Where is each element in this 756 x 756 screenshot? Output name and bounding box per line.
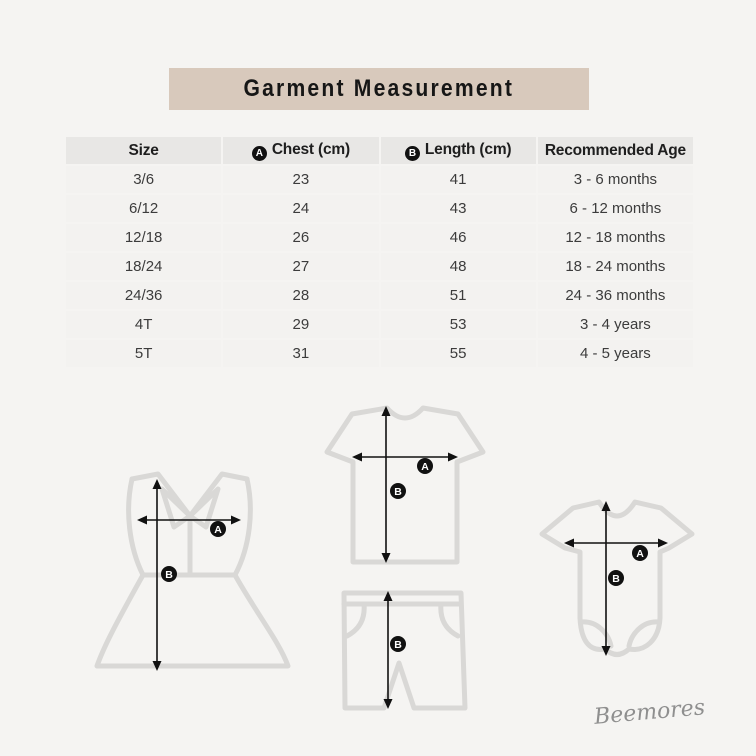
- cell-size: 6/12: [66, 195, 222, 222]
- dress-diagram: A B: [94, 471, 291, 671]
- cell-length: 48: [380, 253, 536, 280]
- table-row: 5T 31 55 4 - 5 years: [66, 340, 693, 367]
- header-chest: A Chest (cm): [223, 137, 379, 164]
- chest-arrow: [352, 452, 458, 462]
- table-row: 4T 29 53 3 - 4 years: [66, 311, 693, 338]
- title-banner: Garment Measurement: [169, 68, 589, 110]
- cell-size: 12/18: [66, 224, 222, 251]
- cell-chest: 26: [223, 224, 379, 251]
- brand-signature: Beemores: [593, 695, 707, 730]
- cell-age: 3 - 6 months: [537, 166, 693, 193]
- chest-a-badge-icon: A: [417, 458, 433, 474]
- table-row: 24/36 28 51 24 - 36 months: [66, 282, 693, 309]
- cell-length: 55: [380, 340, 536, 367]
- length-b-badge-icon: B: [404, 145, 420, 161]
- cell-chest: 24: [223, 195, 379, 222]
- length-b-badge-icon: B: [390, 636, 406, 652]
- cell-size: 18/24: [66, 253, 222, 280]
- header-age: Recommended Age: [537, 137, 693, 164]
- cell-age: 12 - 18 months: [537, 224, 693, 251]
- svg-text:A: A: [421, 461, 429, 473]
- header-size: Size: [66, 137, 222, 164]
- chest-a-badge-icon: A: [210, 521, 226, 537]
- cell-chest: 27: [223, 253, 379, 280]
- table-row: 12/18 26 46 12 - 18 months: [66, 224, 693, 251]
- length-arrow: [383, 591, 393, 709]
- tshirt-diagram: A B: [324, 405, 486, 565]
- length-arrow: [381, 406, 391, 563]
- dress-outline-icon: [94, 471, 291, 669]
- cell-length: 51: [380, 282, 536, 309]
- header-chest-label: Chest (cm): [271, 140, 350, 158]
- cell-size: 24/36: [66, 282, 222, 309]
- cell-size: 4T: [66, 311, 222, 338]
- cell-chest: 29: [223, 311, 379, 338]
- length-arrow: [152, 479, 162, 671]
- cell-length: 43: [380, 195, 536, 222]
- cell-length: 53: [380, 311, 536, 338]
- svg-text:A: A: [214, 524, 222, 536]
- cell-age: 4 - 5 years: [537, 340, 693, 367]
- svg-text:B: B: [394, 486, 402, 498]
- svg-text:A: A: [636, 548, 644, 560]
- chest-arrow: [137, 515, 241, 525]
- cell-age: 24 - 36 months: [537, 282, 693, 309]
- cell-length: 41: [380, 166, 536, 193]
- cell-chest: 31: [223, 340, 379, 367]
- length-b-badge-icon: B: [390, 483, 406, 499]
- cell-age: 6 - 12 months: [537, 195, 693, 222]
- shorts-outline-icon: [341, 590, 468, 711]
- length-b-badge-icon: B: [608, 570, 624, 586]
- cell-age: 3 - 4 years: [537, 311, 693, 338]
- shorts-diagram: B: [341, 590, 468, 711]
- chest-a-badge-icon: A: [251, 145, 267, 161]
- bodysuit-diagram: A B: [539, 499, 695, 657]
- page-title: Garment Measurement: [243, 75, 515, 102]
- svg-text:B: B: [165, 569, 173, 581]
- cell-size: 5T: [66, 340, 222, 367]
- bodysuit-outline-icon: [539, 499, 695, 657]
- svg-text:B: B: [394, 639, 402, 651]
- table-row: 6/12 24 43 6 - 12 months: [66, 195, 693, 222]
- table-row: 3/6 23 41 3 - 6 months: [66, 166, 693, 193]
- header-length-label: Length (cm): [424, 140, 512, 158]
- table-row: 18/24 27 48 18 - 24 months: [66, 253, 693, 280]
- length-arrow: [601, 501, 611, 656]
- cell-length: 46: [380, 224, 536, 251]
- header-length: B Length (cm): [380, 137, 536, 164]
- cell-age: 18 - 24 months: [537, 253, 693, 280]
- size-chart-table: Size A Chest (cm) B Length (cm) Recommende…: [64, 135, 695, 369]
- svg-text:B: B: [612, 573, 620, 585]
- chest-arrow: [564, 538, 668, 548]
- tshirt-outline-icon: [324, 405, 486, 565]
- cell-chest: 23: [223, 166, 379, 193]
- cell-size: 3/6: [66, 166, 222, 193]
- length-b-badge-icon: B: [161, 566, 177, 582]
- cell-chest: 28: [223, 282, 379, 309]
- chest-a-badge-icon: A: [632, 545, 648, 561]
- table-header-row: Size A Chest (cm) B Length (cm) Recommende…: [66, 137, 693, 164]
